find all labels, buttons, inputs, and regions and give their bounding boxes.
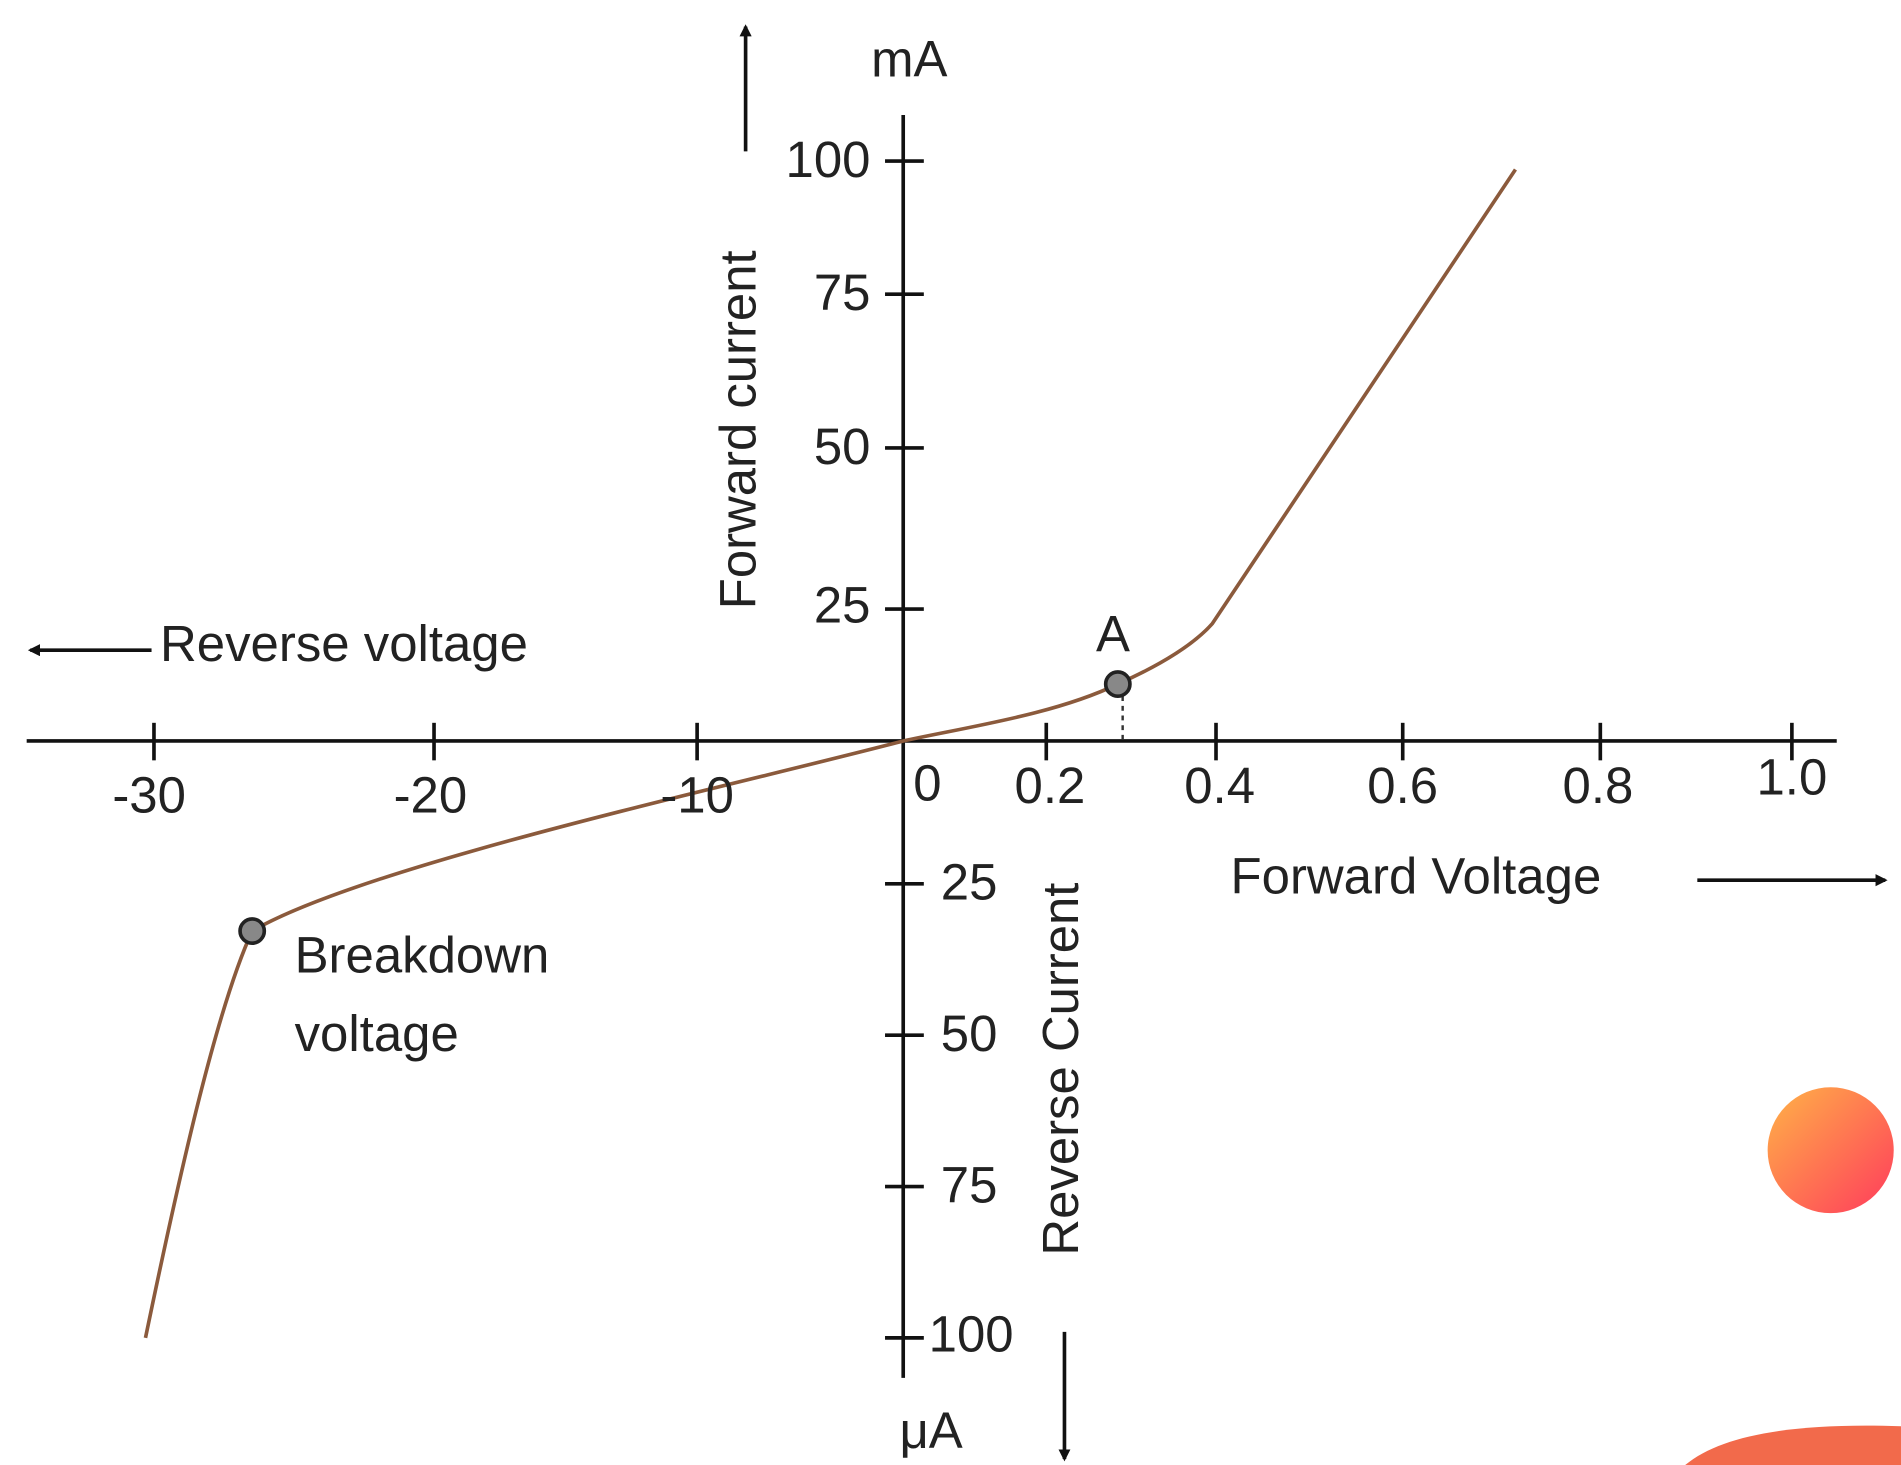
x-tick-label: 1.0 [1756, 748, 1827, 805]
point-a [1103, 670, 1132, 698]
x-tick-label: 0.2 [1015, 757, 1086, 814]
x-tick-label: -10 [660, 767, 734, 824]
x-tick-label: 0.6 [1367, 757, 1438, 814]
decor-blob [1685, 1425, 1901, 1465]
origin-label: 0 [913, 754, 941, 811]
forward-current-label: Forward current [709, 250, 766, 609]
x-tick-label: -30 [112, 767, 186, 824]
reverse-voltage-label: Reverse voltage [160, 615, 528, 672]
y-tick-label: 50 [814, 418, 871, 475]
forward-voltage-label: Forward Voltage [1231, 848, 1602, 905]
decor-circle [1767, 1087, 1894, 1214]
point-a-label: A [1096, 606, 1130, 663]
iv-curve [143, 168, 1517, 1339]
x-tick-label: 0.8 [1563, 757, 1634, 814]
y-tick-label: 75 [814, 264, 871, 321]
reverse-current-label: Reverse Current [1032, 883, 1089, 1256]
x-tick-label: 0.4 [1184, 757, 1255, 814]
breakdown-point [238, 917, 267, 945]
unit-top: mA [871, 30, 947, 87]
y-tick-label: 25 [941, 854, 998, 911]
y-tick-label: 50 [941, 1005, 998, 1062]
y-tick-label: 100 [786, 131, 871, 188]
y-tick-label: 75 [941, 1156, 998, 1213]
breakdown-label: voltage [295, 1005, 459, 1062]
unit-bottom: μA [899, 1402, 962, 1459]
breakdown-label: Breakdown [295, 926, 550, 983]
ticks [152, 159, 1794, 1340]
y-tick-label: 25 [814, 576, 871, 633]
y-tick-label: 100 [929, 1305, 1014, 1362]
x-tick-label: -20 [394, 767, 468, 824]
